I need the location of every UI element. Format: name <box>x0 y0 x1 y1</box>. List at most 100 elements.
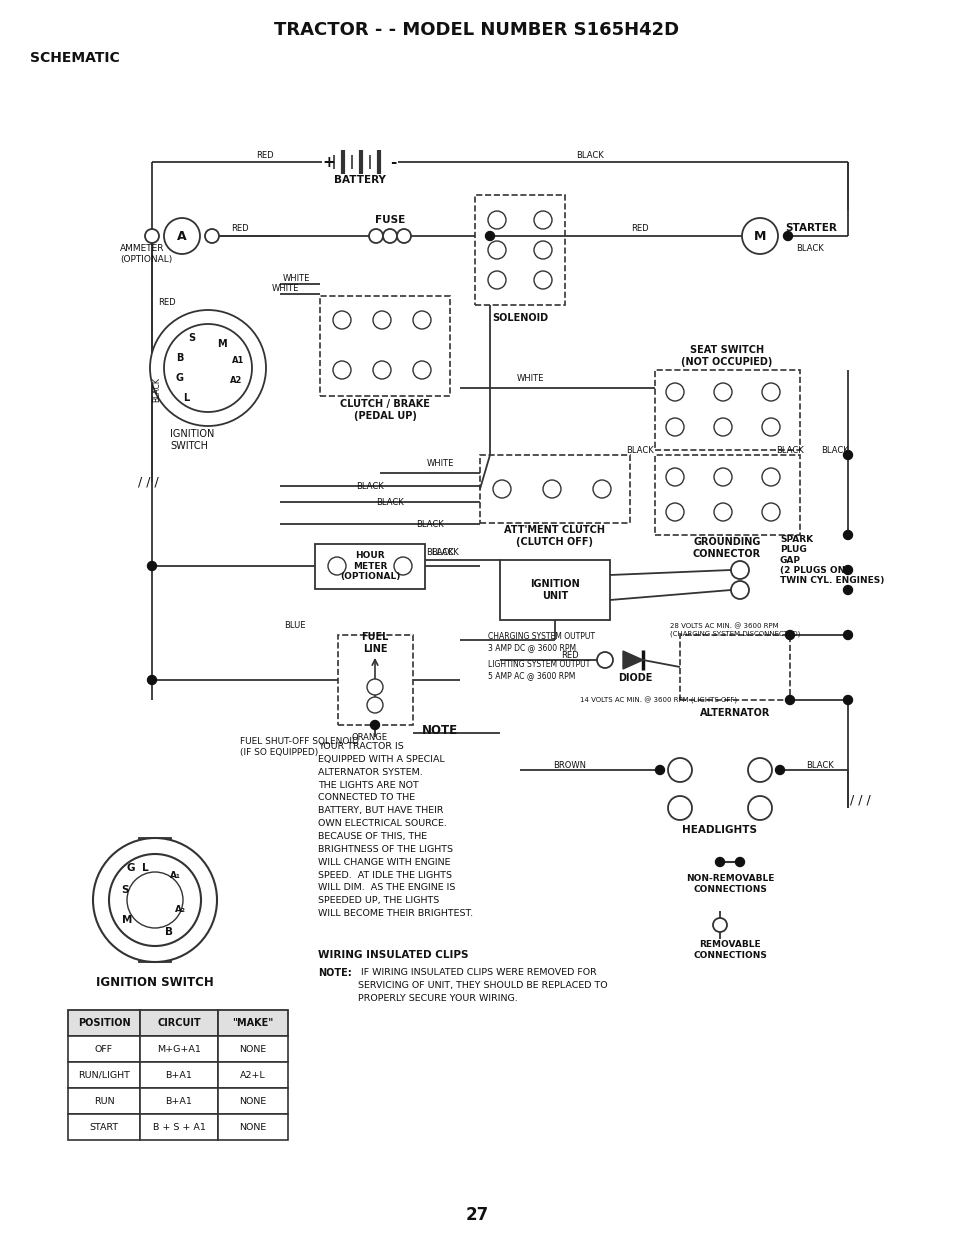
Text: NONE: NONE <box>239 1045 266 1053</box>
Text: CIRCUIT: CIRCUIT <box>157 1018 200 1028</box>
Circle shape <box>761 503 780 521</box>
Text: BLACK: BLACK <box>776 446 803 454</box>
Text: M+G+A1: M+G+A1 <box>157 1045 201 1053</box>
Text: 28 VOLTS AC MIN. @ 3600 RPM
(CHARGING SYSTEM DISCONNECTED): 28 VOLTS AC MIN. @ 3600 RPM (CHARGING SY… <box>669 622 800 637</box>
Text: ALTERNATOR: ALTERNATOR <box>700 708 769 718</box>
Text: / / /: / / / <box>137 475 158 489</box>
Text: GROUNDING
CONNECTOR: GROUNDING CONNECTOR <box>692 537 760 558</box>
Circle shape <box>747 758 771 782</box>
Bar <box>679 635 789 700</box>
Bar <box>139 839 171 856</box>
Text: B: B <box>165 927 172 937</box>
Text: IGNITION SWITCH: IGNITION SWITCH <box>96 976 213 988</box>
Text: RED: RED <box>231 224 249 232</box>
Text: FUEL SHUT-OFF SOLENOID
(IF SO EQUIPPED): FUEL SHUT-OFF SOLENOID (IF SO EQUIPPED) <box>240 737 358 757</box>
Bar <box>140 1010 218 1036</box>
Text: BLACK: BLACK <box>625 446 653 454</box>
Circle shape <box>784 695 794 704</box>
Text: IGNITION
SWITCH: IGNITION SWITCH <box>170 430 214 451</box>
Text: L: L <box>142 863 148 873</box>
Circle shape <box>367 697 382 713</box>
Circle shape <box>488 241 505 259</box>
Text: STARTER: STARTER <box>784 224 836 233</box>
Circle shape <box>328 557 346 576</box>
Text: BLACK: BLACK <box>576 151 603 159</box>
Text: RED: RED <box>631 224 648 232</box>
Circle shape <box>164 324 252 412</box>
Circle shape <box>842 451 852 459</box>
Circle shape <box>761 468 780 487</box>
Circle shape <box>488 211 505 228</box>
Text: NON-REMOVABLE
CONNECTIONS: NON-REMOVABLE CONNECTIONS <box>685 874 774 894</box>
Bar <box>218 1010 288 1036</box>
Text: RUN: RUN <box>93 1097 114 1105</box>
Text: SCHEMATIC: SCHEMATIC <box>30 51 120 65</box>
Text: TRACTOR - - MODEL NUMBER S165H42D: TRACTOR - - MODEL NUMBER S165H42D <box>274 21 679 40</box>
Bar <box>218 1062 288 1088</box>
Text: A1: A1 <box>232 356 244 364</box>
Text: RED: RED <box>560 651 578 659</box>
Text: M: M <box>122 915 132 925</box>
Bar <box>139 944 171 962</box>
Text: FUEL
LINE: FUEL LINE <box>361 632 388 653</box>
Circle shape <box>715 857 723 867</box>
Circle shape <box>150 310 266 426</box>
Bar <box>499 559 609 620</box>
Text: WHITE: WHITE <box>282 273 310 283</box>
Circle shape <box>775 766 783 774</box>
Circle shape <box>730 580 748 599</box>
Circle shape <box>333 311 351 329</box>
Text: "MAKE": "MAKE" <box>233 1018 274 1028</box>
Text: SEAT SWITCH
(NOT OCCUPIED): SEAT SWITCH (NOT OCCUPIED) <box>680 346 772 367</box>
Bar <box>655 454 800 535</box>
Bar <box>68 1088 140 1114</box>
Text: B+A1: B+A1 <box>166 1071 193 1079</box>
Circle shape <box>735 857 743 867</box>
Text: A₂: A₂ <box>174 905 185 914</box>
Text: A2: A2 <box>230 375 242 384</box>
Text: SPARK
PLUG
GAP
(2 PLUGS ON
TWIN CYL. ENGINES): SPARK PLUG GAP (2 PLUGS ON TWIN CYL. ENG… <box>780 535 883 585</box>
Circle shape <box>488 270 505 289</box>
Circle shape <box>713 417 731 436</box>
Text: S: S <box>121 885 129 895</box>
Circle shape <box>493 480 511 498</box>
Text: IGNITION
UNIT: IGNITION UNIT <box>530 579 579 600</box>
Text: WHITE: WHITE <box>426 458 454 468</box>
Circle shape <box>782 231 792 241</box>
Text: / / /: / / / <box>849 794 869 806</box>
Text: POSITION: POSITION <box>77 1018 131 1028</box>
Text: ATT'MENT CLUTCH
(CLUTCH OFF): ATT'MENT CLUTCH (CLUTCH OFF) <box>504 525 605 547</box>
Bar <box>218 1114 288 1140</box>
Text: BROWN: BROWN <box>553 761 586 769</box>
Text: G: G <box>127 863 135 873</box>
Bar <box>218 1088 288 1114</box>
Circle shape <box>542 480 560 498</box>
Text: CHARGING SYSTEM OUTPUT
3 AMP DC @ 3600 RPM: CHARGING SYSTEM OUTPUT 3 AMP DC @ 3600 R… <box>488 632 595 652</box>
Text: HEADLIGHTS: HEADLIGHTS <box>681 825 757 835</box>
Circle shape <box>382 228 396 243</box>
Circle shape <box>713 503 731 521</box>
Circle shape <box>396 228 411 243</box>
Circle shape <box>127 872 183 927</box>
Bar <box>68 1114 140 1140</box>
Bar <box>68 1036 140 1062</box>
Circle shape <box>164 219 200 254</box>
Circle shape <box>665 468 683 487</box>
Bar <box>475 195 564 305</box>
Text: BLACK: BLACK <box>416 520 443 529</box>
Text: BLACK: BLACK <box>375 498 403 506</box>
Bar <box>319 296 450 396</box>
Text: L: L <box>183 393 189 403</box>
Text: FUSE: FUSE <box>375 215 405 225</box>
Circle shape <box>593 480 610 498</box>
Text: LIGHTING SYSTEM OUTPUT
5 AMP AC @ 3600 RPM: LIGHTING SYSTEM OUTPUT 5 AMP AC @ 3600 R… <box>488 661 590 679</box>
Text: YOUR TRACTOR IS
EQUIPPED WITH A SPECIAL
ALTERNATOR SYSTEM.
THE LIGHTS ARE NOT
CO: YOUR TRACTOR IS EQUIPPED WITH A SPECIAL … <box>317 742 473 918</box>
Circle shape <box>373 361 391 379</box>
Text: HOUR
METER
(OPTIONAL): HOUR METER (OPTIONAL) <box>339 551 399 580</box>
Text: M: M <box>217 338 227 350</box>
Text: WHITE: WHITE <box>516 373 543 383</box>
Text: NOTE: NOTE <box>421 724 457 736</box>
Circle shape <box>665 417 683 436</box>
Text: M: M <box>753 230 765 242</box>
Text: 14 VOLTS AC MIN. @ 3600 RPM (LIGHTS OFF): 14 VOLTS AC MIN. @ 3600 RPM (LIGHTS OFF) <box>579 697 737 704</box>
